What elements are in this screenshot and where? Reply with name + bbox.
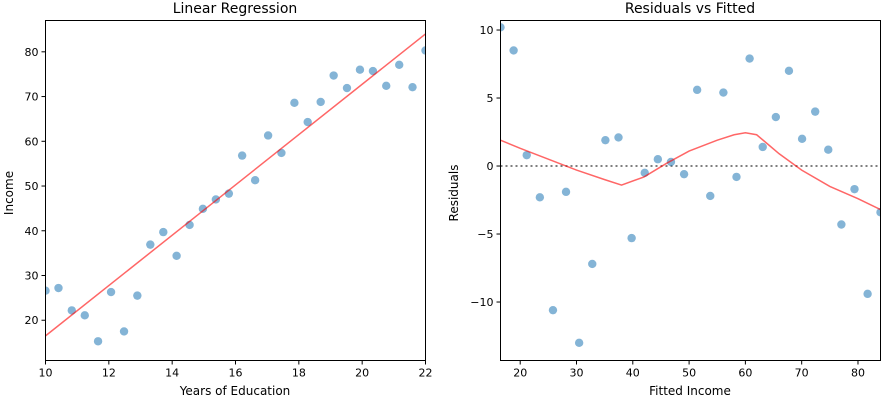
residuals-point xyxy=(535,193,545,202)
linear-regression-ytick-label: 40 xyxy=(25,225,39,238)
linear-regression-title: Linear Regression xyxy=(173,1,298,17)
residuals-point xyxy=(588,259,597,269)
linear-regression-point xyxy=(237,151,247,160)
residuals-point xyxy=(732,172,741,182)
linear-regression-point xyxy=(290,98,299,108)
residuals-point xyxy=(797,134,807,144)
linear-regression-point xyxy=(172,251,181,261)
residuals-point xyxy=(771,112,781,122)
linear-regression-point xyxy=(355,65,365,74)
residuals-ytick-label: 0 xyxy=(487,160,494,173)
residuals-xtick-label: 40 xyxy=(626,367,640,380)
linear-regression-xtick-label: 10 xyxy=(39,367,53,380)
linear-regression-ylabel: Income xyxy=(2,171,16,215)
residuals-xtick-label: 80 xyxy=(851,367,865,380)
residuals-point xyxy=(824,145,833,154)
linear-regression-point xyxy=(329,71,338,80)
linear-regression-point xyxy=(263,131,273,140)
linear-regression-point xyxy=(93,337,103,346)
linear-regression-point xyxy=(198,204,208,214)
residuals-point xyxy=(627,233,636,243)
linear-regression-point xyxy=(106,287,116,297)
residuals-ytick-label: 10 xyxy=(480,24,494,37)
linear-regression-point xyxy=(45,286,50,295)
residuals-xtick-label: 60 xyxy=(738,367,752,380)
residuals-point xyxy=(692,85,702,95)
residuals-xlabel: Fitted Income xyxy=(649,384,731,398)
linear-regression-xtick-label: 22 xyxy=(419,367,433,380)
linear-regression-ytick-label: 20 xyxy=(25,314,39,327)
linear-regression-point xyxy=(133,291,142,300)
linear-regression-xtick-label: 18 xyxy=(292,367,306,380)
residuals-point xyxy=(758,142,767,152)
residuals-point xyxy=(548,305,558,315)
linear-regression-point xyxy=(342,83,352,93)
linear-regression-xtick-label: 20 xyxy=(355,367,369,380)
residuals-xtick-label: 30 xyxy=(570,367,584,380)
residuals-point xyxy=(810,107,820,116)
residuals-point xyxy=(601,135,610,145)
linear-regression-xtick-label: 12 xyxy=(102,367,116,380)
linear-regression-point xyxy=(382,81,391,91)
linear-regression-ytick-label: 30 xyxy=(25,270,39,283)
residuals-point xyxy=(679,169,689,179)
residuals-xtick-label: 70 xyxy=(795,367,809,380)
residuals-xtick-label: 20 xyxy=(513,367,527,380)
linear-regression-point xyxy=(421,46,426,55)
linear-regression-point xyxy=(146,240,155,249)
residuals-point xyxy=(850,184,859,194)
residuals-smooth-line xyxy=(500,131,881,211)
residuals-point xyxy=(561,187,571,197)
linear-regression-fit-line xyxy=(45,33,426,337)
linear-regression-ytick-label: 50 xyxy=(25,180,39,193)
residuals-point xyxy=(509,46,518,55)
residuals-point xyxy=(784,66,794,76)
residuals-ylabel: Residuals xyxy=(447,165,461,222)
linear-regression-point xyxy=(159,227,168,237)
residuals-point xyxy=(614,133,623,142)
residuals-point xyxy=(863,289,872,299)
residuals-point xyxy=(522,150,531,160)
residuals-point xyxy=(500,23,505,32)
residuals-point xyxy=(706,191,715,201)
residuals-ytick-label: −5 xyxy=(477,228,493,241)
linear-regression-point xyxy=(408,82,417,92)
residuals-point xyxy=(837,220,846,229)
linear-regression-xtick-label: 14 xyxy=(165,367,179,380)
linear-regression-point xyxy=(80,311,89,320)
residuals-plot: Residuals vs Fitted Fitted Income Residu… xyxy=(447,1,881,398)
linear-regression-xlabel: Years of Education xyxy=(179,384,291,398)
linear-regression-point xyxy=(54,283,63,293)
linear-regression-ytick-label: 60 xyxy=(25,135,39,148)
linear-regression-point xyxy=(316,97,325,107)
linear-regression-point xyxy=(119,327,129,336)
linear-regression-point xyxy=(303,117,312,127)
linear-regression-plot: Linear Regression Years of Education Inc… xyxy=(2,1,433,398)
residuals-ytick-label: −10 xyxy=(470,296,493,309)
residuals-point xyxy=(653,155,663,164)
residuals-point xyxy=(745,54,754,63)
residuals-point xyxy=(574,338,584,348)
residuals-point xyxy=(876,208,881,217)
linear-regression-ytick-label: 70 xyxy=(25,91,39,104)
residuals-axes-frame xyxy=(500,20,881,361)
linear-regression-point xyxy=(395,60,404,69)
residuals-ytick-label: 5 xyxy=(487,92,494,105)
residuals-xtick-label: 50 xyxy=(682,367,696,380)
residuals-title: Residuals vs Fitted xyxy=(625,1,755,17)
linear-regression-axes-frame xyxy=(45,20,426,361)
linear-regression-ytick-label: 80 xyxy=(25,46,39,59)
linear-regression-xtick-label: 16 xyxy=(229,367,243,380)
residuals-point xyxy=(719,88,728,97)
linear-regression-point xyxy=(250,176,260,185)
